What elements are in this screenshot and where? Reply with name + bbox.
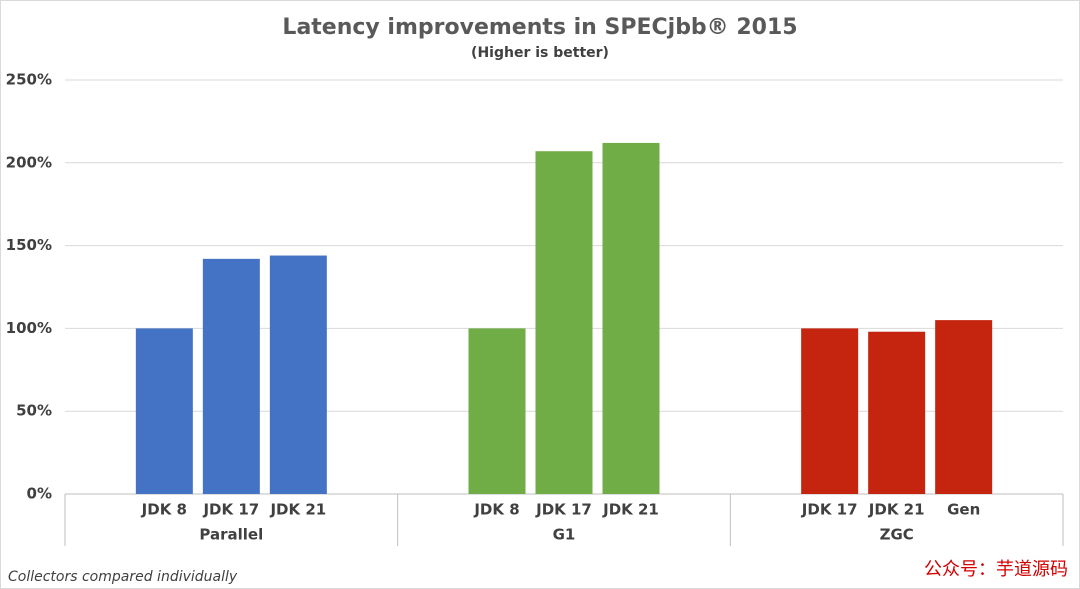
bar <box>202 258 260 494</box>
y-tick-label: 200% <box>6 153 52 171</box>
y-tick-label: 150% <box>6 236 52 254</box>
y-tick-label: 100% <box>6 319 52 337</box>
watermark: 公众号：芋道源码 <box>924 559 1068 580</box>
bar <box>135 328 193 494</box>
bar <box>468 328 526 494</box>
x-tick-label: JDK 8 <box>473 501 519 519</box>
bar <box>535 151 593 494</box>
x-tick-label: Gen <box>947 501 980 519</box>
chart-title: Latency improvements in SPECjbb® 2015 <box>282 15 797 40</box>
group-label: Parallel <box>199 526 263 544</box>
x-tick-label: JDK 21 <box>602 501 659 519</box>
x-tick-label: JDK 17 <box>801 501 858 519</box>
y-tick-label: 250% <box>6 71 52 89</box>
x-tick-label: JDK 17 <box>535 501 592 519</box>
y-tick-label: 50% <box>16 402 52 420</box>
footnote: Collectors compared individually <box>8 569 238 585</box>
bar <box>935 320 993 494</box>
x-tick-label: JDK 8 <box>141 501 187 519</box>
bar <box>602 142 660 495</box>
y-tick-label: 0% <box>27 485 52 503</box>
group-label: G1 <box>553 526 576 544</box>
bar <box>269 255 327 494</box>
bar <box>801 328 859 494</box>
x-tick-label: JDK 21 <box>269 501 326 519</box>
group-label: ZGC <box>880 526 914 544</box>
bar <box>868 331 926 494</box>
chart-subtitle: (Higher is better) <box>471 45 609 61</box>
x-tick-label: JDK 17 <box>202 501 259 519</box>
x-tick-label: JDK 21 <box>868 501 925 519</box>
